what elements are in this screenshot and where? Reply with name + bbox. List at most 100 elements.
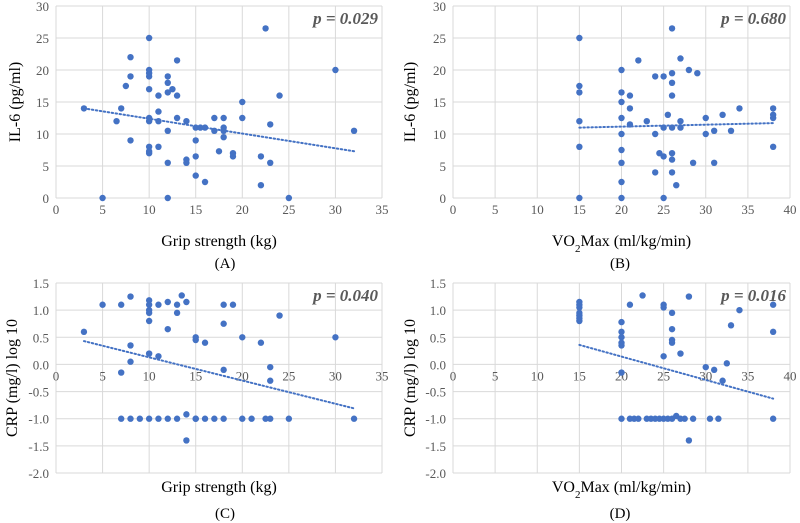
data-point (201, 178, 209, 186)
y-tick-label: 0.5 (430, 330, 446, 345)
data-point (576, 317, 583, 325)
x-tick-label: 20 (615, 202, 628, 217)
data-point (220, 114, 227, 122)
data-point (727, 127, 735, 134)
data-point (155, 92, 162, 99)
data-point (668, 70, 676, 77)
data-point (276, 312, 283, 319)
data-point (618, 114, 625, 122)
y-tick-label: -1.0 (425, 412, 446, 427)
data-point (576, 89, 583, 96)
data-point (183, 298, 190, 306)
data-point (267, 415, 274, 422)
data-point (192, 137, 199, 144)
data-point (668, 150, 676, 157)
data-point (618, 159, 625, 166)
y-tick-label: -0.5 (425, 385, 446, 400)
x-tick-label: 30 (699, 202, 712, 217)
panel-b: 0 5 10 15 20 25 30 0 5 10 15 20 25 30 35 40 p = 0.680 VO2… (402, 0, 797, 255)
data-point (239, 334, 246, 341)
data-point (164, 298, 171, 306)
data-point (145, 150, 153, 157)
p-value-annotation: p = 0.016 (719, 286, 786, 305)
x-tick-label: 5 (492, 368, 499, 383)
data-point (660, 153, 667, 160)
x-tick-label: 10 (531, 368, 544, 383)
y-axis-title: CRP (mg/l) log 10 (4, 319, 21, 437)
x-tick-label: 15 (189, 368, 202, 383)
data-point (652, 73, 659, 80)
data-point (164, 89, 171, 96)
data-point (155, 415, 162, 422)
y-tick-label: 30 (433, 0, 446, 14)
x-tick-label: 0 (53, 202, 60, 217)
data-point (136, 415, 144, 422)
data-point (173, 309, 181, 317)
data-point (710, 127, 718, 134)
data-point (685, 293, 693, 300)
data-point (727, 322, 735, 329)
data-point (118, 105, 125, 112)
panel-letter-b: (B) (610, 256, 630, 272)
data-point (668, 25, 676, 32)
x-tick-label: 30 (329, 202, 342, 217)
data-point (229, 301, 237, 308)
data-point (681, 415, 688, 422)
data-point (677, 350, 684, 357)
panel-letter-d: (D) (610, 506, 631, 522)
data-point (192, 415, 199, 422)
data-point (736, 306, 743, 314)
data-point (769, 105, 777, 112)
data-point (127, 342, 134, 349)
data-point (211, 114, 218, 122)
data-point (668, 339, 676, 346)
data-point (118, 301, 125, 308)
data-point (267, 121, 274, 128)
data-point (201, 124, 209, 131)
data-point (192, 172, 199, 179)
data-point (145, 73, 153, 80)
data-point (113, 118, 120, 125)
data-point (183, 411, 190, 418)
data-point (201, 339, 209, 346)
data-point (183, 118, 190, 125)
data-point (618, 66, 625, 74)
x-tick-label: 5 (492, 202, 499, 217)
y-tick-label: 1.5 (430, 276, 446, 291)
x-tick-label: 40 (784, 202, 797, 217)
data-point (769, 415, 777, 422)
trendline (82, 107, 356, 153)
data-point (689, 415, 697, 422)
data-point (710, 159, 718, 166)
data-point (618, 146, 625, 154)
data-point (677, 55, 684, 62)
data-point (183, 159, 190, 166)
panel-letter-a: (A) (215, 256, 236, 272)
data-point (164, 194, 171, 202)
y-tick-label: 15 (36, 95, 49, 110)
x-tick-label: 15 (573, 368, 586, 383)
data-point (220, 366, 227, 374)
x-tick-label: 15 (573, 202, 586, 217)
data-point (702, 130, 709, 138)
x-tick-label: 0 (450, 368, 457, 383)
data-point (178, 292, 185, 299)
data-point (673, 182, 680, 189)
data-point (122, 82, 130, 90)
data-point (668, 309, 676, 317)
data-point (267, 363, 274, 371)
y-tick-label: -1.5 (425, 439, 446, 454)
data-point (618, 89, 625, 96)
data-point (127, 137, 134, 144)
data-point (652, 169, 659, 176)
x-tick-label: 35 (376, 368, 389, 383)
data-point (715, 415, 722, 422)
data-point (618, 369, 625, 376)
x-tick-label: 25 (282, 368, 295, 383)
data-point (769, 114, 777, 122)
data-point (164, 415, 171, 422)
data-point (248, 415, 255, 422)
data-point (285, 194, 293, 202)
data-point (626, 92, 634, 99)
data-point (127, 293, 134, 300)
